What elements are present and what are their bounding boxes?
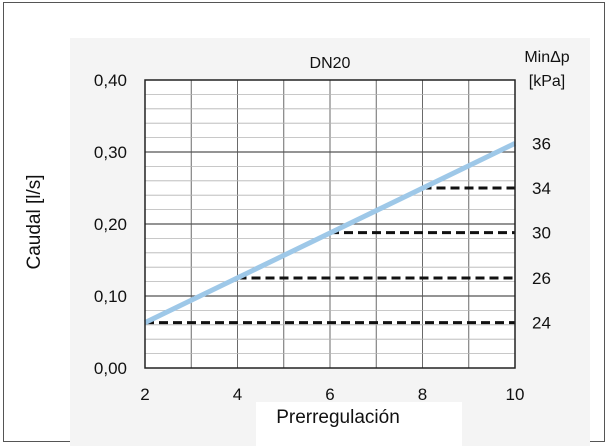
x-axis-title: Prerregulación bbox=[276, 407, 400, 428]
y-axis-title: Caudal [l/s] bbox=[24, 174, 45, 269]
y-tick-label: 0,00 bbox=[94, 359, 127, 378]
flow-series-line bbox=[143, 141, 517, 325]
min-dp-labels: 24 26 30 34 36 bbox=[532, 134, 551, 332]
x-tick-label: 8 bbox=[418, 385, 427, 404]
plot-border bbox=[144, 79, 516, 369]
y-axis-title-box bbox=[14, 112, 50, 312]
y-tick-labels: 0,00 0,10 0,20 0,30 0,40 bbox=[94, 71, 127, 378]
min-dp-label-26: 26 bbox=[532, 269, 551, 288]
right-axis-title-line2: [kPa] bbox=[529, 73, 565, 90]
y-tick-label: 0,20 bbox=[94, 215, 127, 234]
y-tick-label: 0,30 bbox=[94, 143, 127, 162]
grid bbox=[145, 80, 515, 368]
chart-title: DN20 bbox=[310, 55, 351, 72]
x-tick-label: 10 bbox=[506, 385, 525, 404]
x-tick-labels: 2 4 6 8 10 bbox=[140, 385, 524, 404]
min-dp-label-36: 36 bbox=[532, 134, 551, 153]
x-tick-label: 4 bbox=[233, 385, 242, 404]
x-axis-title-box bbox=[256, 402, 462, 446]
right-axis-title-line1: MinΔp bbox=[524, 49, 569, 66]
x-tick-label: 2 bbox=[140, 385, 149, 404]
min-dp-lines bbox=[145, 186, 515, 325]
min-dp-label-34: 34 bbox=[532, 179, 551, 198]
min-dp-label-30: 30 bbox=[532, 224, 551, 243]
min-dp-label-24: 24 bbox=[532, 314, 551, 333]
y-tick-label: 0,10 bbox=[94, 287, 127, 306]
series-lines bbox=[143, 141, 517, 325]
y-tick-label: 0,40 bbox=[94, 71, 127, 90]
x-tick-label: 6 bbox=[325, 385, 334, 404]
